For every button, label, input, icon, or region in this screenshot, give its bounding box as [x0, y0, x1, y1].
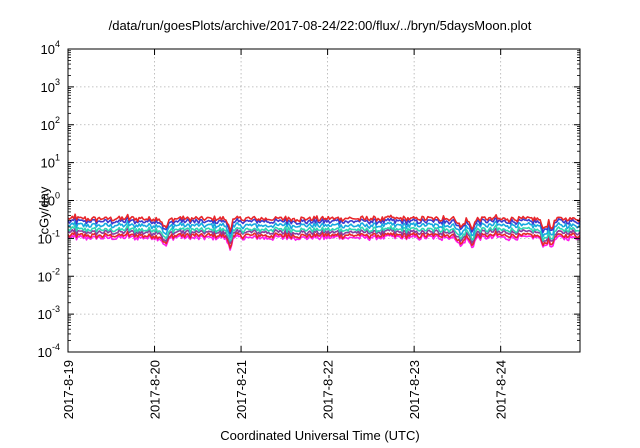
y-tick-label: 102: [41, 115, 60, 133]
series-line-2: [67, 215, 581, 235]
y-tick-label: 10-1: [38, 228, 60, 246]
grid-lines: [68, 49, 580, 352]
y-tick-label: 10-3: [38, 304, 60, 322]
y-tick-label: 10-4: [38, 342, 60, 360]
y-tick-label: 10-2: [38, 266, 60, 284]
x-tick-label: 2017-8-23: [407, 360, 422, 419]
y-tick-label: 100: [41, 191, 60, 209]
series-line-1: [67, 213, 581, 233]
series-line-3: [67, 219, 581, 239]
y-tick-label: 104: [41, 39, 60, 57]
x-axis-label: Coordinated Universal Time (UTC): [220, 428, 420, 443]
x-tick-label: 2017-8-19: [61, 360, 76, 419]
series-line-6: [67, 229, 581, 249]
series-layer: [67, 213, 581, 251]
y-tick-label: 103: [41, 77, 60, 95]
x-tick-label: 2017-8-22: [321, 360, 336, 419]
x-tick-label: 2017-8-24: [494, 360, 509, 419]
x-tick-label: 2017-8-21: [234, 360, 249, 419]
series-line-5: [67, 227, 581, 245]
x-tick-label: 2017-8-20: [148, 360, 163, 419]
series-line-4: [67, 224, 581, 242]
y-tick-label: 101: [41, 153, 60, 171]
chart-title: /data/run/goesPlots/archive/2017-08-24/2…: [108, 18, 532, 33]
